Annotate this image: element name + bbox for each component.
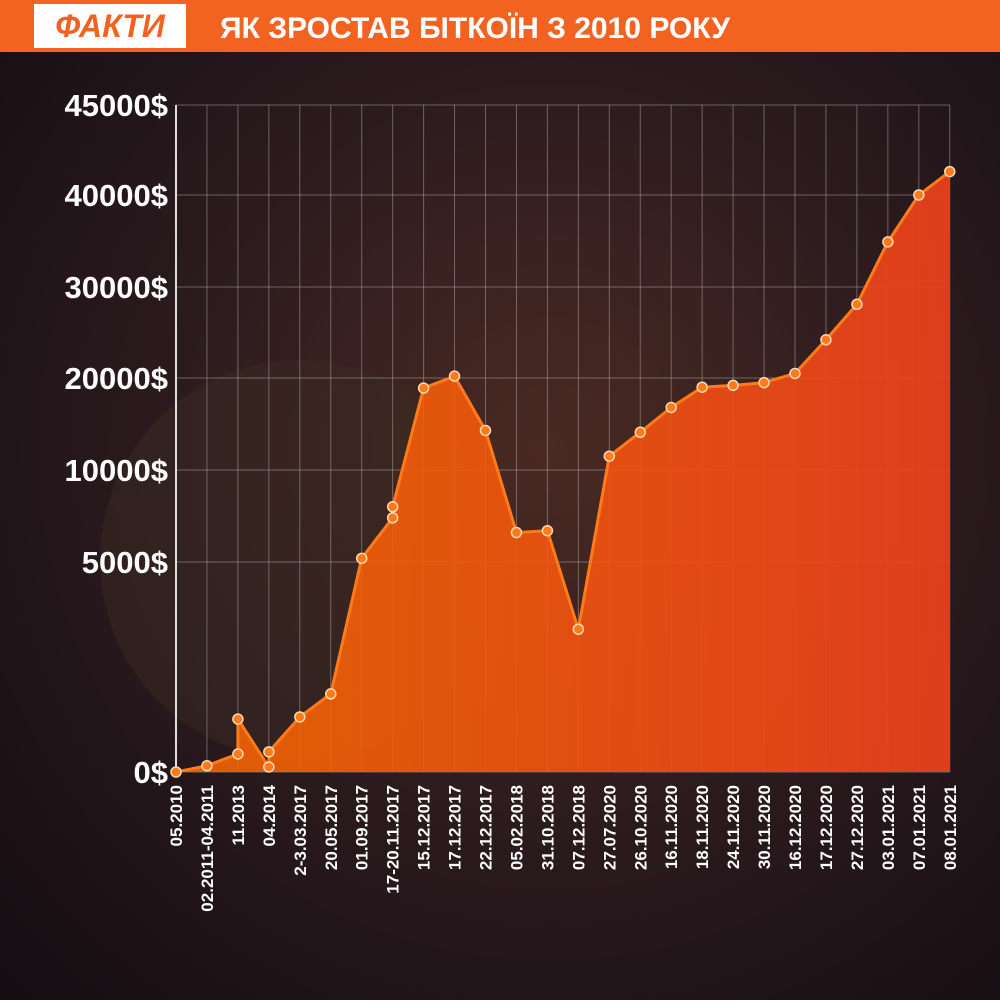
point [789, 367, 801, 380]
x-tick-label: 17.12.2020 [817, 785, 836, 870]
point [634, 426, 646, 439]
point [355, 552, 368, 565]
x-tick-label: 22.12.2017 [477, 785, 496, 870]
y-tick-label: 30000$ [65, 270, 168, 305]
point [417, 382, 430, 394]
point [603, 450, 616, 462]
x-tick-label: 16.11.2020 [662, 785, 681, 869]
x-tick-label: 01.09.2017 [353, 785, 372, 870]
point [263, 746, 275, 758]
x-tick-label: 18.11.2020 [693, 785, 712, 869]
y-tick-label: 5000$ [82, 545, 168, 580]
x-tick-label: 30.11.2020 [755, 785, 774, 869]
x-tick-label: 27.07.2020 [600, 785, 619, 870]
point [263, 761, 275, 773]
y-tick-label: 0$ [134, 755, 168, 790]
y-tick-label: 45000$ [65, 88, 168, 123]
y-tick-label: 40000$ [65, 178, 168, 213]
point [325, 688, 337, 700]
point [294, 711, 306, 723]
point [479, 424, 492, 437]
point [510, 526, 523, 539]
y-tick-label: 20000$ [65, 361, 168, 396]
point [448, 370, 461, 382]
point [851, 298, 863, 311]
x-tick-label: 24.11.2020 [724, 785, 743, 869]
x-tick-label: 15.12.2017 [415, 785, 434, 870]
x-tick-label: 08.01.2021 [941, 785, 960, 870]
x-tick-label: 20.05.2017 [322, 785, 341, 870]
point [820, 334, 832, 346]
x-tick-label: 16.12.2020 [786, 785, 805, 870]
point [758, 376, 770, 389]
point [944, 165, 956, 178]
plot: 0$ 5000$ 10000$ 20000$ 30000$ 40000$ 45000$ 05.… [65, 88, 960, 912]
point [727, 379, 739, 392]
x-tick-label: 05.02.2018 [507, 785, 526, 870]
chart-title: ЯК ЗРОСТАВ БІТКОЇН З 2010 РОКУ [220, 12, 730, 45]
x-tick-label: 17.12.2017 [446, 785, 465, 870]
x-tick-label: 11.2013 [229, 785, 248, 846]
point [170, 766, 182, 778]
x-tick-label: 07.12.2018 [569, 785, 588, 870]
x-tick-label: 02.2011-04.2011 [198, 785, 217, 912]
point [232, 748, 244, 760]
point [232, 713, 244, 725]
x-tick-label: 17-20.11.2017 [384, 785, 403, 894]
point [541, 524, 554, 537]
x-tick-label: 05.2010 [167, 785, 186, 846]
point [201, 759, 213, 772]
point [665, 401, 677, 414]
x-tick-label: 27.12.2020 [848, 785, 867, 870]
area [176, 171, 950, 773]
y-tick-label: 10000$ [65, 453, 168, 488]
x-tick-label: 26.10.2020 [631, 785, 650, 870]
x-tick-label: 31.10.2018 [538, 785, 557, 870]
point [572, 623, 585, 635]
x-tick-label: 04.2014 [260, 784, 279, 846]
x-tick-label: 07.01.2021 [910, 785, 929, 870]
x-tick-label: 2-3.03.2017 [291, 785, 310, 876]
point [913, 189, 925, 201]
logo: ФАКТИ [55, 8, 165, 44]
point [882, 236, 894, 248]
x-tick-label: 03.01.2021 [879, 785, 898, 870]
point [386, 512, 399, 524]
point [386, 501, 399, 513]
point [696, 381, 708, 393]
logo-box [34, 4, 186, 48]
